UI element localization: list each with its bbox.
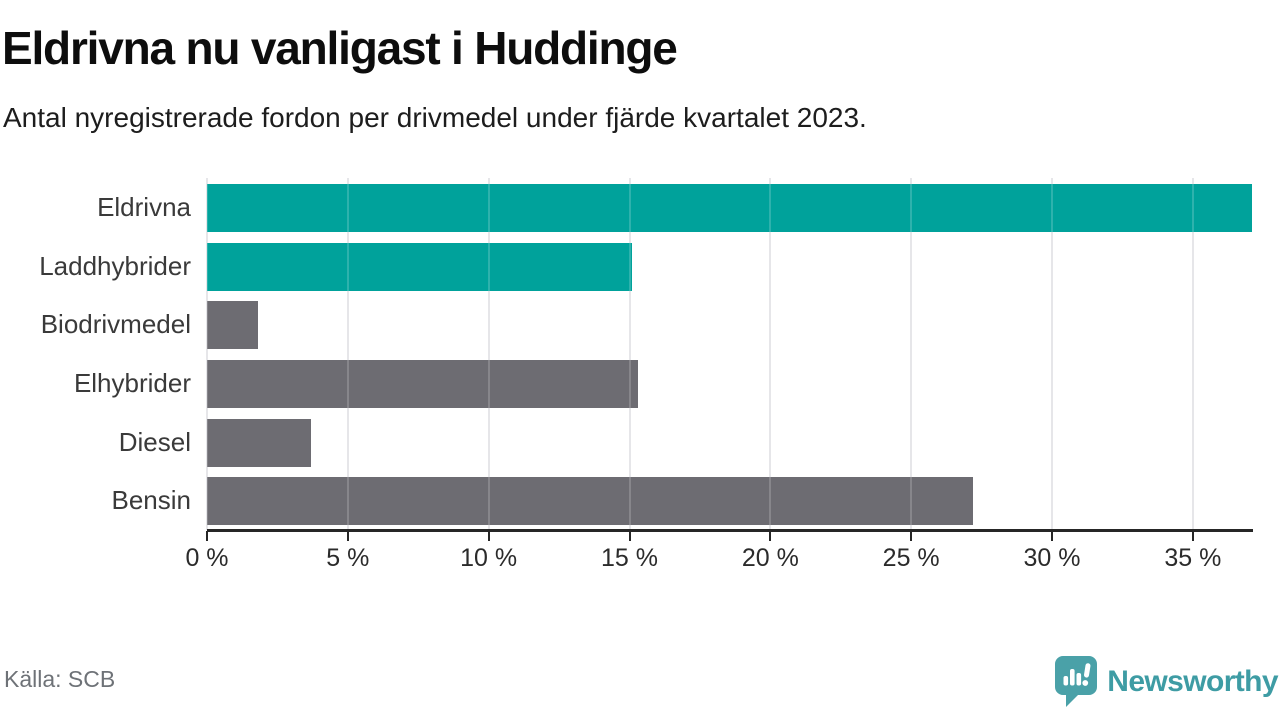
gridline-overlay	[910, 178, 913, 530]
x-axis-tick-label: 0 %	[185, 544, 229, 572]
gridline-overlay	[206, 178, 208, 530]
gridline	[1051, 178, 1053, 530]
y-axis-labels: Eldrivna Laddhybrider Biodrivmedel Elhybrid…	[0, 178, 191, 530]
gridline	[206, 178, 208, 530]
y-axis-label: Diesel	[118, 426, 191, 457]
x-axis-tick-label: 20 %	[741, 544, 799, 572]
x-axis-tick-label: 10 %	[460, 544, 518, 572]
gridline	[1191, 178, 1194, 530]
x-axis-line	[207, 529, 1253, 532]
x-axis-tick-label: 25 %	[882, 544, 940, 572]
x-axis-tick	[628, 531, 631, 541]
bar-chart-plot-area	[206, 178, 1252, 530]
source-note: Källa: SCB	[4, 666, 116, 692]
logo-exclamation-mark	[1082, 663, 1091, 686]
x-axis-tick-label: 30 %	[1023, 544, 1081, 572]
gridline-overlay	[1051, 178, 1053, 530]
x-axis-tick	[1051, 531, 1053, 541]
y-axis-label: Elhybrider	[73, 368, 191, 398]
x-axis-tick-label: 15 %	[601, 544, 658, 572]
x-axis-tick	[346, 531, 349, 541]
x-axis-tick-label: 35 %	[1164, 544, 1222, 572]
logo-mini-bar-chart	[1063, 663, 1091, 686]
gridline-overlay	[628, 178, 631, 530]
bar-laddhybrider	[207, 242, 633, 291]
y-axis-label: Laddhybrider	[39, 250, 191, 281]
x-axis-tick-label: 5 %	[326, 544, 370, 572]
gridline	[910, 178, 913, 530]
x-axis-tick	[487, 531, 490, 541]
gridline-overlay	[1191, 178, 1194, 530]
bar-bensin	[207, 477, 974, 526]
newsworthy-brand: Newsworthy	[1053, 653, 1279, 711]
y-axis-label: Bensin	[111, 485, 192, 516]
x-axis-tick	[1191, 531, 1194, 541]
newsworthy-logo-icon	[1055, 656, 1098, 707]
bar-biodrivmedel	[207, 301, 258, 350]
chart-title: Eldrivna nu vanligast i Huddinge	[2, 22, 678, 74]
gridline-overlay	[769, 178, 772, 530]
newsworthy-wordmark: Newsworthy	[1107, 665, 1278, 698]
gridline	[346, 178, 349, 530]
gridline	[628, 178, 631, 530]
bar-diesel	[207, 418, 312, 467]
gridline	[769, 178, 772, 530]
x-axis-tick	[206, 531, 208, 541]
bar-elhybrider	[207, 360, 638, 408]
bar-eldrivna	[207, 184, 1252, 232]
y-axis-label: Eldrivna	[97, 192, 191, 222]
gridline	[487, 178, 490, 530]
gridline-overlay	[346, 178, 349, 530]
chart-subtitle: Antal nyregistrerade fordon per drivmede…	[3, 102, 867, 133]
gridline-overlay	[487, 178, 490, 530]
y-axis-label: Biodrivmedel	[40, 309, 191, 340]
x-axis-tick	[769, 531, 772, 541]
x-axis-tick	[910, 531, 913, 541]
